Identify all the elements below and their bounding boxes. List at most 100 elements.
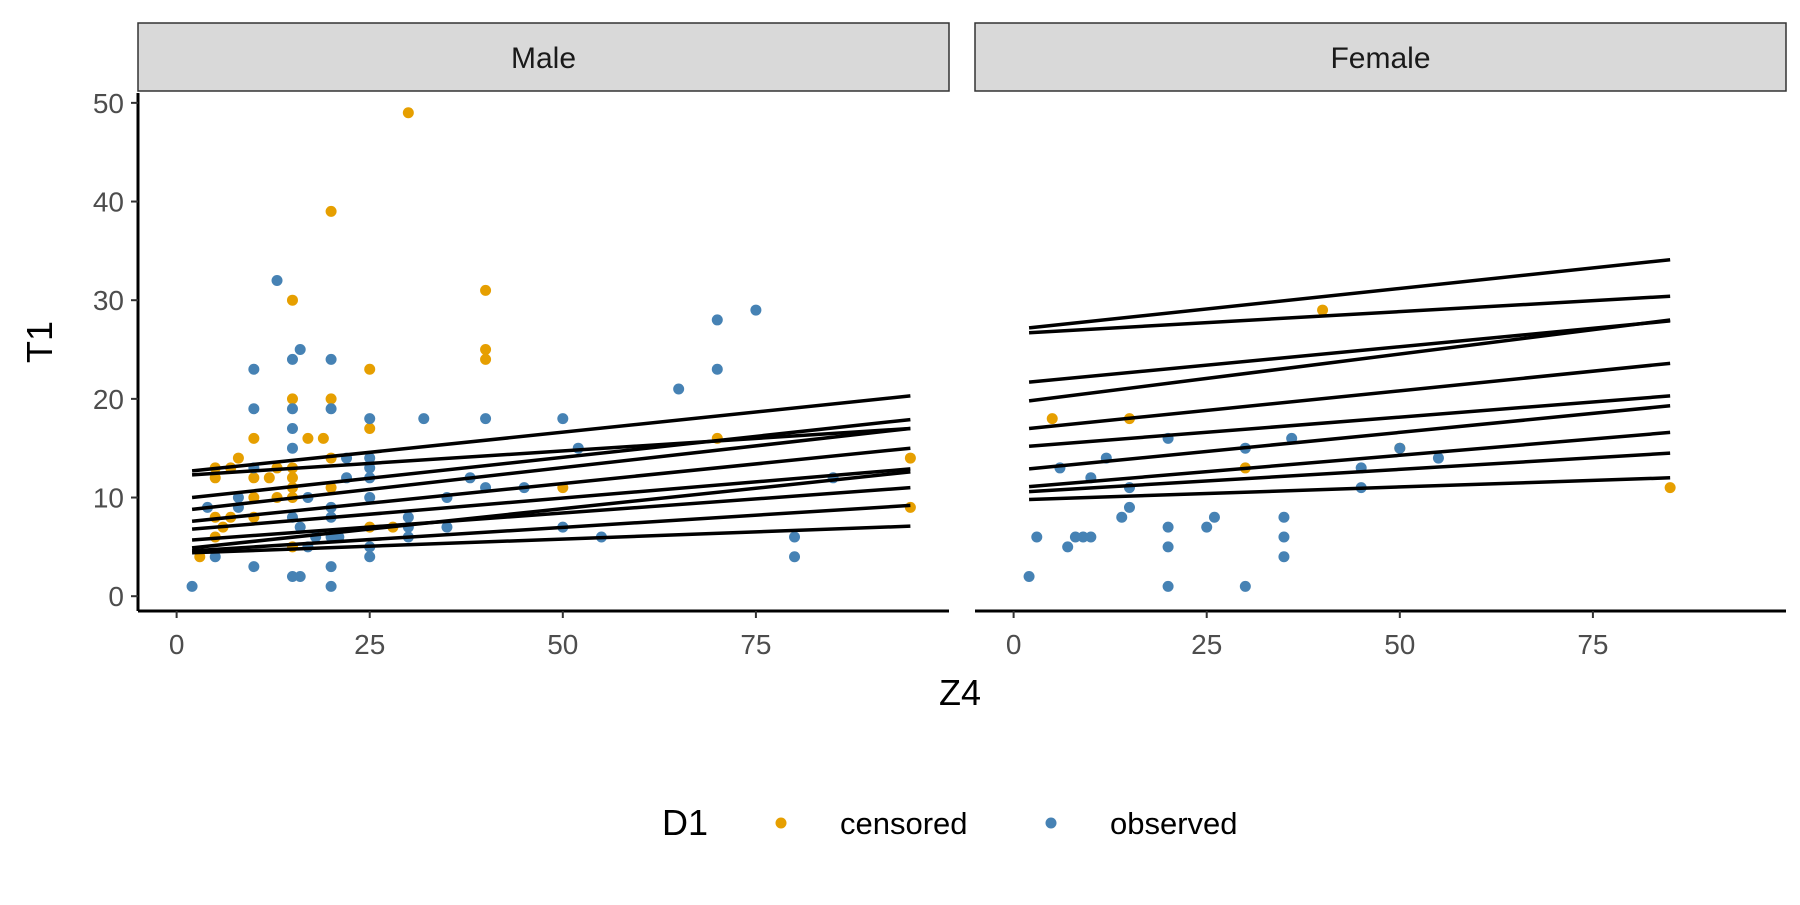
data-point-observed <box>248 561 260 573</box>
data-point-observed <box>1162 521 1174 533</box>
data-point-observed <box>1069 531 1081 543</box>
data-point-censored <box>286 294 298 306</box>
y-tick-label: 40 <box>93 187 124 218</box>
facet-strip-label: Male <box>511 42 576 75</box>
data-point-censored <box>302 432 314 444</box>
y-tick-label: 10 <box>93 483 124 514</box>
data-point-observed <box>294 344 306 356</box>
fitted-line <box>1028 258 1671 330</box>
legend-item-observed: observed <box>1045 806 1238 841</box>
legend: D1 censored observed <box>662 802 1238 843</box>
data-point-observed <box>1394 442 1406 454</box>
data-point-censored <box>1664 482 1676 494</box>
facet-panel-male: Male 0 10 20 30 40 50 0 25 50 75 <box>93 22 950 660</box>
data-point-observed <box>480 413 492 425</box>
y-tick-label: 0 <box>108 581 124 612</box>
fitted-line <box>192 524 911 555</box>
data-point-observed <box>789 531 801 543</box>
data-point-observed <box>1077 531 1089 543</box>
data-point-observed <box>1201 521 1213 533</box>
x-tick-label: 0 <box>1006 629 1022 660</box>
data-point-censored <box>248 472 260 484</box>
x-tick-label: 25 <box>354 629 385 660</box>
data-point-observed <box>402 511 414 523</box>
data-point-censored <box>263 472 275 484</box>
data-point-observed <box>1278 551 1290 563</box>
data-point-observed <box>271 274 283 286</box>
data-point-observed <box>1085 531 1097 543</box>
data-point-censored <box>904 452 916 464</box>
fitted-line <box>191 426 911 477</box>
data-point-observed <box>1278 511 1290 523</box>
y-tick-label: 20 <box>93 384 124 415</box>
data-point-censored <box>480 344 492 356</box>
x-tick-label: 0 <box>169 629 185 660</box>
data-point-observed <box>1278 531 1290 543</box>
data-point-observed <box>248 363 260 375</box>
data-point-observed <box>325 353 337 365</box>
legend-key-censored <box>775 817 787 829</box>
data-point-observed <box>1062 541 1074 553</box>
facet-strip-label: Female <box>1330 42 1430 75</box>
data-point-observed <box>1031 531 1043 543</box>
data-point-censored <box>286 472 298 484</box>
data-point-observed <box>186 580 198 592</box>
data-point-observed <box>294 570 306 582</box>
data-point-observed <box>1208 511 1220 523</box>
facet-panels: Male 0 10 20 30 40 50 0 25 50 75 Female 0 25 50 75 <box>93 22 1787 660</box>
data-point-censored <box>248 492 260 504</box>
data-point-observed <box>711 314 723 326</box>
y-axis-title: T1 <box>19 321 60 363</box>
data-point-observed <box>418 413 430 425</box>
legend-items: censored observed <box>775 806 1238 841</box>
facet-panel-female: Female 0 25 50 75 <box>974 22 1787 660</box>
x-tick-label: 50 <box>1384 629 1415 660</box>
data-point-censored <box>325 205 337 217</box>
fitted-line <box>191 426 911 512</box>
data-point-observed <box>789 551 801 563</box>
data-point-observed <box>325 403 337 415</box>
data-point-observed <box>711 363 723 375</box>
data-point-observed <box>1239 580 1251 592</box>
data-point-censored <box>1317 304 1329 316</box>
fitted-line <box>1028 430 1671 489</box>
data-point-censored <box>232 452 244 464</box>
data-point-observed <box>1116 511 1128 523</box>
data-point-observed <box>557 413 569 425</box>
x-tick-label: 25 <box>1191 629 1222 660</box>
x-tick-label: 75 <box>740 629 771 660</box>
data-point-observed <box>364 551 376 563</box>
data-point-observed <box>286 353 298 365</box>
x-tick-label: 75 <box>1577 629 1608 660</box>
facet-strip <box>137 22 950 92</box>
data-point-observed <box>286 422 298 434</box>
legend-label-observed: observed <box>1110 806 1238 841</box>
data-point-observed <box>1162 580 1174 592</box>
data-point-observed <box>364 492 376 504</box>
fitted-line <box>1028 361 1671 431</box>
data-point-censored <box>480 284 492 296</box>
data-point-censored <box>248 432 260 444</box>
facet-strip <box>974 22 1787 92</box>
fitted-line <box>1028 394 1671 448</box>
legend-label-censored: censored <box>840 806 968 841</box>
data-point-censored <box>480 353 492 365</box>
data-point-observed <box>232 492 244 504</box>
data-point-observed <box>209 551 221 563</box>
fitted-line <box>191 446 911 523</box>
legend-key-observed <box>1045 817 1057 829</box>
fitted-line <box>1028 451 1671 494</box>
data-point-censored <box>364 363 376 375</box>
data-point-observed <box>750 304 762 316</box>
data-point-censored <box>1046 413 1058 425</box>
data-point-censored <box>317 432 329 444</box>
fitted-line <box>1028 318 1671 403</box>
fitted-line <box>1028 294 1671 335</box>
data-point-censored <box>286 393 298 405</box>
data-point-censored <box>402 107 414 119</box>
data-point-observed <box>294 521 306 533</box>
data-point-observed <box>364 452 376 464</box>
fitted-line <box>1028 319 1671 384</box>
